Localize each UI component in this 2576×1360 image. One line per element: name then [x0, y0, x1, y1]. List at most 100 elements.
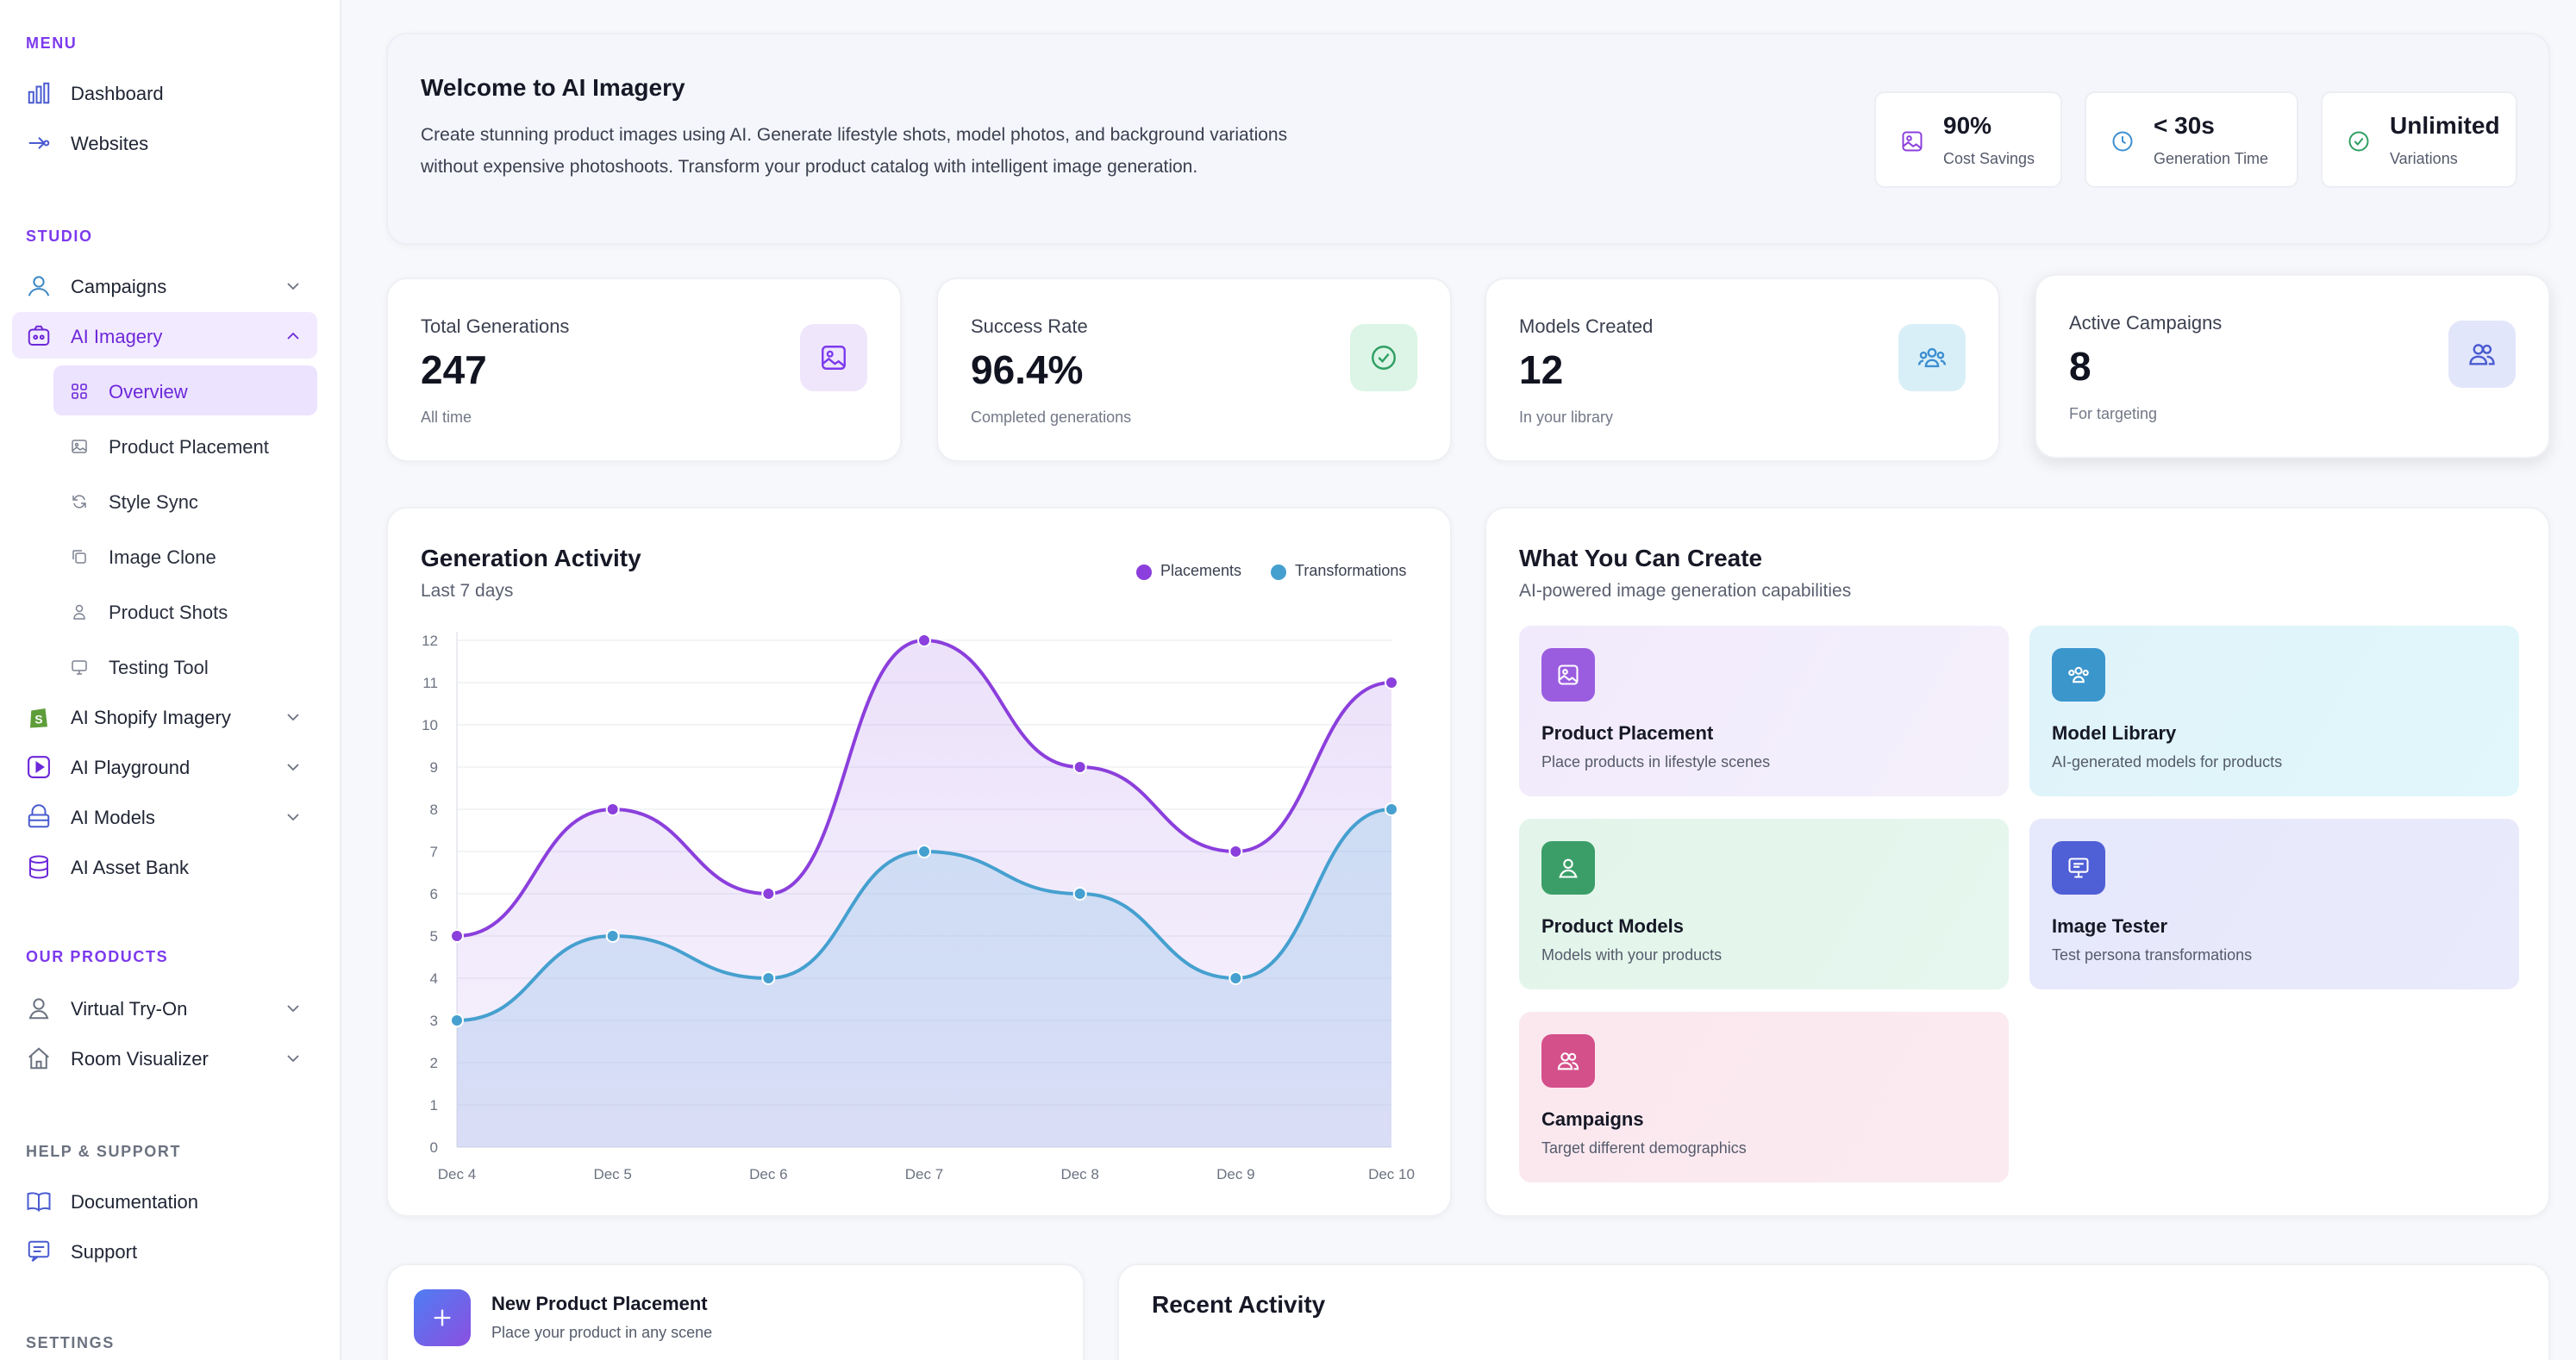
- chart-title: Generation Activity: [421, 545, 641, 571]
- sidebar-item-ai-imagery[interactable]: AI Imagery: [12, 312, 317, 359]
- placements-point: [761, 887, 776, 901]
- chevron-down-icon[interactable]: [284, 758, 302, 776]
- stat-title: Success Rate: [971, 315, 1088, 337]
- stat-title: Active Campaigns: [2069, 312, 2223, 334]
- copy-icon: [72, 550, 86, 564]
- stat-badge: [800, 324, 867, 391]
- chevron-down-icon[interactable]: [284, 278, 302, 295]
- tile-subtitle: Target different demographics: [1541, 1139, 1747, 1157]
- placements-point: [605, 802, 620, 816]
- sidebar-item-label: Support: [71, 1241, 138, 1263]
- sidebar-subitem-label: Style Sync: [109, 491, 198, 513]
- tile-model-library[interactable]: Model Library AI-generated models for pr…: [2029, 626, 2519, 796]
- tile-subtitle: Place products in lifestyle scenes: [1541, 753, 1771, 770]
- tile-badge: [1541, 1034, 1595, 1088]
- studio-section-label: STUDIO: [26, 228, 93, 245]
- sidebar-subitem-testing-tool[interactable]: Testing Tool: [53, 641, 317, 691]
- pill-value: < 30s: [2154, 112, 2215, 139]
- sidebar-item-websites[interactable]: Websites: [12, 119, 317, 165]
- sidebar-item-label: AI Models: [71, 807, 155, 828]
- new-placement-button[interactable]: [414, 1289, 471, 1346]
- sidebar-item-ai-models[interactable]: AI Models: [12, 793, 317, 839]
- sidebar-item-dashboard[interactable]: Dashboard: [12, 69, 317, 115]
- stat-pill-generation-time: < 30s Generation Time: [2085, 91, 2298, 188]
- sidebar-subitem-overview[interactable]: Overview: [53, 365, 317, 415]
- sidebar-item-room-visualizer[interactable]: Room Visualizer: [12, 1034, 317, 1081]
- chevron-down-icon[interactable]: [284, 1000, 302, 1017]
- transformations-point: [1072, 887, 1087, 901]
- sidebar-item-campaigns[interactable]: Campaigns: [12, 262, 317, 309]
- y-tick-label: 0: [430, 1139, 438, 1156]
- user-icon: [28, 276, 50, 296]
- bar-chart-icon: [28, 82, 50, 104]
- sidebar-item-ai-playground[interactable]: AI Playground: [12, 743, 317, 789]
- create-title: What You Can Create: [1519, 545, 1763, 571]
- sidebar-item-label: Room Visualizer: [71, 1048, 209, 1070]
- products-section-label: OUR PRODUCTS: [26, 948, 169, 965]
- sidebar-item-label: Virtual Try-On: [71, 998, 188, 1020]
- tile-campaigns[interactable]: Campaigns Target different demographics: [1519, 1012, 2009, 1182]
- stat-pill-variations: Unlimited Variations: [2321, 91, 2517, 188]
- chevron-up-icon[interactable]: [284, 328, 302, 345]
- transformations-point: [761, 971, 776, 985]
- stat-card-active-campaigns[interactable]: Active Campaigns 8 For targeting: [2035, 274, 2550, 459]
- legend-swatch: [1136, 565, 1152, 580]
- page-title: Welcome to AI Imagery: [421, 74, 685, 101]
- help-section-label: HELP & SUPPORT: [26, 1143, 182, 1160]
- sidebar-item-virtual-try-on[interactable]: Virtual Try-On: [12, 984, 317, 1031]
- sidebar-item-ai-shopify-imagery[interactable]: S AI Shopify Imagery: [12, 693, 317, 739]
- placements-point: [1072, 760, 1087, 774]
- stat-title: Models Created: [1519, 315, 1654, 337]
- user-icon: [28, 998, 49, 1020]
- create-subtitle: AI-powered image generation capabilities: [1519, 581, 1852, 601]
- play-icon: [28, 756, 50, 778]
- image-icon: [1902, 131, 1923, 152]
- stat-card-success-rate: Success Rate 96.4% Completed generations: [936, 278, 1452, 462]
- x-tick-label: Dec 5: [593, 1166, 631, 1182]
- sidebar-subitem-label: Overview: [109, 381, 188, 402]
- y-tick-label: 10: [422, 717, 438, 733]
- sidebar-subitem-product-placement[interactable]: Product Placement: [53, 421, 317, 471]
- person-icon: [1559, 858, 1578, 878]
- stat-value: 247: [421, 347, 487, 392]
- x-tick-label: Dec 8: [1060, 1166, 1098, 1182]
- tile-title: Product Models: [1541, 915, 1685, 937]
- what-you-can-create-card: What You Can Create AI-powered image gen…: [1485, 507, 2550, 1217]
- transformations-area: [457, 809, 1391, 1147]
- x-tick-label: Dec 4: [438, 1166, 476, 1182]
- chevron-down-icon[interactable]: [284, 808, 302, 826]
- placements-point: [917, 633, 931, 647]
- sidebar-subitem-label: Testing Tool: [109, 657, 209, 678]
- y-tick-label: 6: [430, 886, 438, 902]
- sidebar-item-documentation[interactable]: Documentation: [12, 1177, 317, 1224]
- book-icon: [27, 1192, 51, 1212]
- sidebar-subitem-label: Product Placement: [109, 436, 269, 458]
- ai-imagery-icon: [28, 325, 50, 346]
- transformations-point: [1229, 971, 1243, 985]
- chevron-down-icon[interactable]: [284, 1050, 302, 1067]
- stat-value: 8: [2069, 344, 2091, 389]
- tile-subtitle: AI-generated models for products: [2052, 753, 2283, 770]
- tile-image-tester[interactable]: Image Tester Test persona transformation…: [2029, 819, 2519, 989]
- welcome-description: Create stunning product images using AI.…: [421, 125, 1288, 177]
- tile-badge: [2052, 648, 2105, 702]
- sidebar-item-support[interactable]: Support: [12, 1227, 317, 1274]
- chevron-down-icon[interactable]: [284, 708, 302, 726]
- placements-point: [450, 929, 464, 943]
- tile-subtitle: Test persona transformations: [2052, 946, 2253, 964]
- tile-product-models[interactable]: Product Models Models with your products: [1519, 819, 2009, 989]
- users-icon: [1557, 1052, 1579, 1070]
- sidebar-subitem-style-sync[interactable]: Style Sync: [53, 476, 317, 526]
- sidebar-subitem-product-shots[interactable]: Product Shots: [53, 586, 317, 636]
- stat-subtitle: All time: [421, 409, 472, 426]
- sidebar-subitem-image-clone[interactable]: Image Clone: [53, 531, 317, 581]
- users-icon: [1917, 347, 1947, 368]
- y-tick-label: 11: [422, 675, 438, 691]
- pill-value: Unlimited: [2390, 112, 2500, 139]
- sidebar-item-ai-asset-bank[interactable]: AI Asset Bank: [12, 843, 317, 889]
- tile-badge: [2052, 841, 2105, 895]
- stat-card-total-generations: Total Generations 247 All time: [386, 278, 902, 462]
- new-product-placement-card[interactable]: New Product Placement Place your product…: [386, 1263, 1085, 1360]
- tile-product-placement[interactable]: Product Placement Place products in life…: [1519, 626, 2009, 796]
